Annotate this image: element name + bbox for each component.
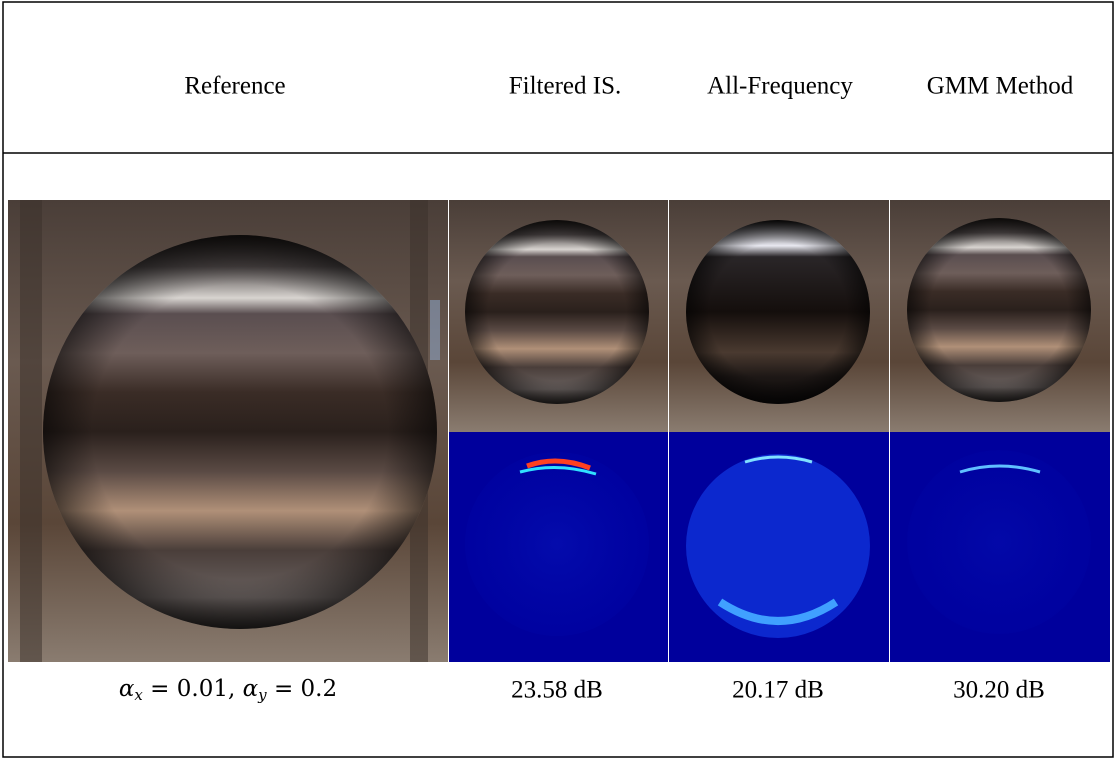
symbol: α bbox=[243, 676, 259, 702]
gmm-error-map bbox=[890, 432, 1110, 662]
column-header: All-Frequency bbox=[707, 73, 853, 100]
psnr-label: 20.17 dB bbox=[732, 677, 824, 704]
symbol: α bbox=[119, 676, 135, 702]
column-header: Filtered IS. bbox=[509, 73, 622, 100]
filtered-is-image bbox=[449, 200, 668, 432]
filtered-is-error-map bbox=[449, 432, 668, 662]
all-frequency-error-map bbox=[669, 432, 889, 662]
text: = 0.2 bbox=[267, 676, 337, 702]
gmm-image bbox=[890, 200, 1110, 432]
reference-image bbox=[8, 200, 448, 662]
all-frequency-image bbox=[669, 200, 889, 432]
text: = 0.01, bbox=[143, 676, 243, 702]
psnr-label: 30.20 dB bbox=[953, 677, 1045, 704]
column-header: Reference bbox=[184, 73, 285, 100]
parameter-label: αx = 0.01, αy = 0.2 bbox=[119, 676, 337, 704]
column-header: GMM Method bbox=[927, 73, 1074, 100]
psnr-label: 23.58 dB bbox=[511, 677, 603, 704]
figure: Reference Filtered IS. All-Frequency GMM… bbox=[0, 0, 1117, 760]
